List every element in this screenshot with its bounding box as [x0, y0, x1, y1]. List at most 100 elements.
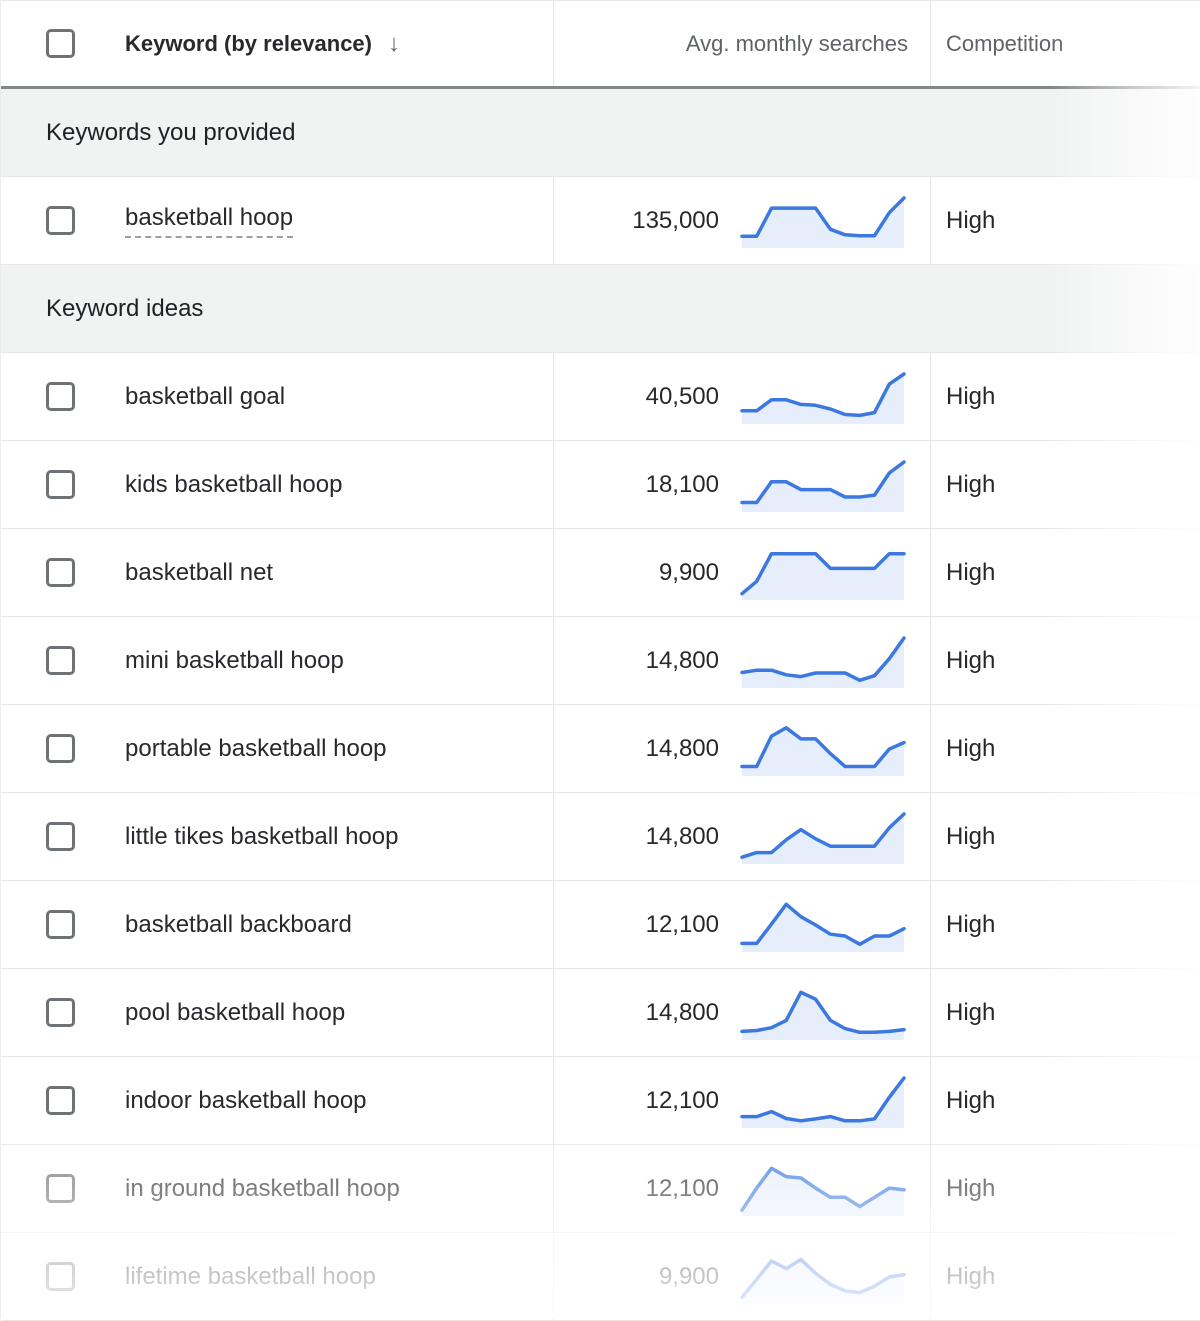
- searches-cell: 12,100: [554, 881, 931, 968]
- row-checkbox[interactable]: [46, 646, 75, 675]
- searches-cell: 14,800: [554, 969, 931, 1056]
- row-checkbox[interactable]: [46, 910, 75, 939]
- column-header-keyword[interactable]: Keyword (by relevance) ↓: [1, 1, 554, 86]
- searches-cell: 9,900: [554, 1233, 931, 1320]
- keyword-label: basketball goal: [125, 382, 286, 410]
- keyword-label: kids basketball hoop: [125, 470, 343, 498]
- searches-value: 9,900: [658, 558, 719, 586]
- searches-cell: 14,800: [554, 793, 931, 880]
- trend-sparkline: [740, 371, 906, 424]
- competition-cell: High: [931, 207, 1200, 235]
- row-checkbox[interactable]: [46, 1174, 75, 1203]
- trend-sparkline: [740, 990, 906, 1040]
- row-checkbox[interactable]: [46, 382, 75, 411]
- competition-value: High: [946, 910, 996, 938]
- keyword-label: basketball backboard: [125, 910, 352, 938]
- competition-column-label: Competition: [946, 30, 1064, 56]
- select-all-checkbox[interactable]: [46, 29, 75, 58]
- table-row: indoor basketball hoop 12,100 High: [1, 1057, 1200, 1145]
- searches-cell: 9,900: [554, 529, 931, 616]
- row-checkbox[interactable]: [46, 1086, 75, 1115]
- table-row: portable basketball hoop 14,800 High: [1, 705, 1200, 793]
- searches-column-label: Avg. monthly searches: [685, 30, 908, 56]
- trend-sparkline: [740, 811, 906, 864]
- keyword-cell: lifetime basketball hoop: [1, 1233, 554, 1320]
- searches-cell: 14,800: [554, 617, 931, 704]
- table-row: pool basketball hoop 14,800 High: [1, 969, 1200, 1057]
- row-checkbox[interactable]: [46, 558, 75, 587]
- searches-value: 14,800: [645, 734, 719, 762]
- searches-cell: 135,000: [554, 177, 931, 264]
- row-checkbox[interactable]: [46, 1262, 75, 1291]
- keyword-cell: pool basketball hoop: [1, 969, 554, 1056]
- keyword-cell: in ground basketball hoop: [1, 1145, 554, 1232]
- table-row: basketball net 9,900 High: [1, 529, 1200, 617]
- sort-arrow-down-icon[interactable]: ↓: [387, 29, 400, 57]
- competition-cell: High: [931, 823, 1200, 851]
- competition-value: High: [946, 1086, 996, 1114]
- table-row: mini basketball hoop 14,800 High: [1, 617, 1200, 705]
- keyword-label: little tikes basketball hoop: [125, 822, 399, 850]
- table-row: basketball hoop 135,000 High: [1, 177, 1200, 265]
- trend-sparkline: [740, 1166, 906, 1216]
- searches-value: 12,100: [645, 1174, 719, 1202]
- keyword-label: pool basketball hoop: [125, 998, 346, 1026]
- section-header: Keyword ideas: [1, 265, 1200, 353]
- competition-cell: High: [931, 911, 1200, 939]
- column-header-searches[interactable]: Avg. monthly searches: [554, 1, 931, 86]
- keyword-cell: indoor basketball hoop: [1, 1057, 554, 1144]
- keyword-cell: basketball backboard: [1, 881, 554, 968]
- table-row: little tikes basketball hoop 14,800 High: [1, 793, 1200, 881]
- competition-value: High: [946, 998, 996, 1026]
- competition-cell: High: [931, 559, 1200, 587]
- searches-cell: 18,100: [554, 441, 931, 528]
- competition-cell: High: [931, 471, 1200, 499]
- column-header-competition[interactable]: Competition: [931, 31, 1200, 57]
- trend-sparkline: [740, 1075, 906, 1128]
- competition-value: High: [946, 1174, 996, 1202]
- keyword-label: in ground basketball hoop: [125, 1174, 400, 1202]
- searches-cell: 14,800: [554, 705, 931, 792]
- searches-value: 12,100: [645, 1086, 719, 1114]
- table-row: kids basketball hoop 18,100 High: [1, 441, 1200, 529]
- row-checkbox[interactable]: [46, 998, 75, 1027]
- keyword-cell: basketball net: [1, 529, 554, 616]
- searches-cell: 12,100: [554, 1057, 931, 1144]
- keyword-label: portable basketball hoop: [125, 734, 387, 762]
- keyword-label: indoor basketball hoop: [125, 1086, 367, 1114]
- row-checkbox[interactable]: [46, 206, 75, 235]
- competition-cell: High: [931, 1087, 1200, 1115]
- competition-value: High: [946, 382, 996, 410]
- keyword-label: basketball net: [125, 558, 274, 586]
- competition-cell: High: [931, 1263, 1200, 1291]
- competition-cell: High: [931, 999, 1200, 1027]
- competition-cell: High: [931, 735, 1200, 763]
- row-checkbox[interactable]: [46, 734, 75, 763]
- keyword-cell: little tikes basketball hoop: [1, 793, 554, 880]
- searches-value: 135,000: [632, 206, 719, 234]
- table-header-row: Keyword (by relevance) ↓ Avg. monthly se…: [1, 1, 1200, 89]
- competition-value: High: [946, 646, 996, 674]
- trend-sparkline: [740, 635, 906, 688]
- keyword-label: lifetime basketball hoop: [125, 1262, 376, 1290]
- competition-cell: High: [931, 647, 1200, 675]
- trend-sparkline: [740, 725, 906, 776]
- searches-value: 14,800: [645, 646, 719, 674]
- keyword-cell: portable basketball hoop: [1, 705, 554, 792]
- trend-sparkline: [740, 459, 906, 512]
- table-row: lifetime basketball hoop 9,900 High: [1, 1233, 1200, 1321]
- competition-value: High: [946, 734, 996, 762]
- searches-value: 18,100: [645, 470, 719, 498]
- table-row: basketball backboard 12,100 High: [1, 881, 1200, 969]
- trend-sparkline: [740, 551, 906, 600]
- searches-value: 14,800: [645, 998, 719, 1026]
- row-checkbox[interactable]: [46, 822, 75, 851]
- keyword-column-label[interactable]: Keyword (by relevance): [125, 30, 372, 56]
- searches-cell: 12,100: [554, 1145, 931, 1232]
- competition-value: High: [946, 558, 996, 586]
- keyword-label[interactable]: basketball hoop: [125, 204, 294, 238]
- trend-sparkline: [740, 1257, 906, 1304]
- row-checkbox[interactable]: [46, 470, 75, 499]
- keyword-label: mini basketball hoop: [125, 646, 344, 674]
